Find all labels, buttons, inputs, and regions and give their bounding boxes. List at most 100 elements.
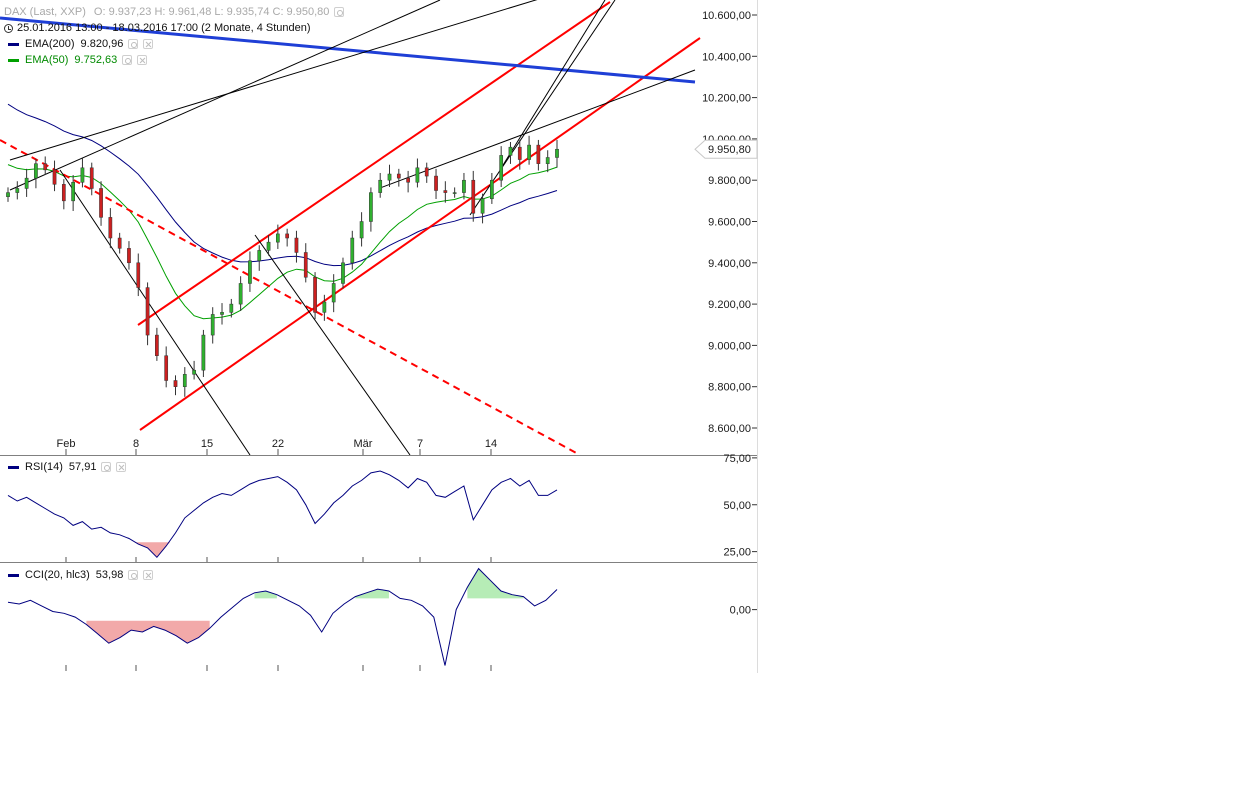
candle-body xyxy=(210,314,215,336)
helper-line xyxy=(469,0,616,216)
legend-ema200: EMA(200) 9.820,96 xyxy=(0,37,154,51)
candle-body xyxy=(527,144,531,160)
legend-cci: CCI(20, hlc3) 53,98 xyxy=(0,568,154,582)
candle-body xyxy=(257,250,262,261)
candle-body xyxy=(508,146,513,156)
candle-body xyxy=(52,169,57,185)
gear-icon[interactable] xyxy=(128,570,139,580)
x-tick-label: 15 xyxy=(201,438,213,450)
candle-body xyxy=(452,192,457,194)
ema50-label: EMA(50) xyxy=(25,54,69,66)
gear-icon[interactable] xyxy=(334,7,345,17)
cci-value: 53,98 xyxy=(95,569,124,581)
candle-body xyxy=(359,221,364,239)
candle-body xyxy=(89,167,94,189)
rsi-label: RSI(14) xyxy=(25,461,63,473)
ema50-value: 9.752,63 xyxy=(74,54,118,66)
rsi-value: 57,91 xyxy=(68,461,97,473)
candle-body xyxy=(434,175,438,191)
candle-body xyxy=(303,252,308,278)
candle-body xyxy=(415,167,420,183)
candle-body xyxy=(313,277,317,313)
candle-body xyxy=(406,177,410,183)
clock-icon xyxy=(4,23,13,33)
gear-icon[interactable] xyxy=(101,462,112,472)
cci-line xyxy=(7,567,558,666)
y-tick-label: 10.600,00 xyxy=(702,10,751,22)
helper-line xyxy=(379,69,696,189)
candle-body xyxy=(490,179,494,200)
candle-body xyxy=(6,192,10,197)
cci-y-tick-label: 0,00 xyxy=(730,605,751,617)
candle-body xyxy=(341,262,345,284)
y-tick-label: 9.600,00 xyxy=(708,217,751,229)
gear-icon[interactable] xyxy=(128,39,139,49)
legend-ema50: EMA(50) 9.752,63 xyxy=(0,53,148,67)
candle-body xyxy=(350,237,355,264)
ema200-label: EMA(200) xyxy=(25,38,75,50)
candle-body xyxy=(387,173,392,181)
candle-body xyxy=(248,260,252,284)
candle-body xyxy=(331,283,336,303)
y-tick-label: 9.400,00 xyxy=(708,258,751,270)
candle-body xyxy=(108,217,113,239)
instrument-name: DAX (Last, XXP) xyxy=(4,6,86,18)
x-tick-label: 14 xyxy=(485,438,497,450)
close-icon[interactable] xyxy=(143,39,154,49)
candle-body xyxy=(517,146,522,160)
ema50-line xyxy=(7,164,558,320)
candle-body xyxy=(155,334,159,356)
price-panel xyxy=(0,0,701,455)
x-tick-label: 8 xyxy=(133,438,139,450)
y-tick-label: 10.400,00 xyxy=(702,51,751,63)
candle-body xyxy=(229,303,234,313)
close-icon[interactable] xyxy=(143,570,154,580)
candle-body xyxy=(164,355,169,381)
candle-body xyxy=(424,167,429,177)
candle-body xyxy=(136,262,141,288)
helper-line xyxy=(499,0,606,171)
rsi-y-tick-label: 75,00 xyxy=(723,453,751,465)
candle-body xyxy=(145,287,150,336)
cci-overbought-fill xyxy=(467,568,524,599)
candle-body xyxy=(61,184,66,202)
candle-body xyxy=(15,188,20,193)
candle-body xyxy=(396,173,401,179)
candle-body xyxy=(555,148,559,158)
candle-body xyxy=(80,167,85,183)
gear-icon[interactable] xyxy=(122,55,133,65)
close-icon[interactable] xyxy=(116,462,127,472)
candle-body xyxy=(201,334,206,371)
y-tick-label: 8.800,00 xyxy=(708,382,751,394)
instrument-header: DAX (Last, XXP) O: 9.937,23 H: 9.961,48 … xyxy=(0,5,345,19)
ema200-value: 9.820,96 xyxy=(80,38,124,50)
rsi-panel xyxy=(7,470,558,559)
cci-panel xyxy=(7,567,558,666)
cci-swatch xyxy=(8,573,19,577)
ohlc-values: O: 9.937,23 H: 9.961,48 L: 9.935,74 C: 9… xyxy=(93,6,330,18)
candle-body xyxy=(443,190,448,193)
candle-body xyxy=(285,233,290,239)
helper-line xyxy=(9,0,538,161)
candle-body xyxy=(99,188,103,218)
candle-body xyxy=(71,182,75,202)
close-icon[interactable] xyxy=(137,55,148,65)
candle-body xyxy=(471,179,476,214)
x-tick-label: 22 xyxy=(272,438,284,450)
rsi-line xyxy=(7,470,558,559)
candle-body xyxy=(43,163,48,171)
candle-body xyxy=(378,179,383,193)
candle-body xyxy=(369,192,373,222)
x-tick-label: Feb xyxy=(57,438,76,450)
candle-body xyxy=(173,380,178,387)
candle-body xyxy=(192,369,196,375)
candle-body xyxy=(322,301,327,313)
candle-body xyxy=(127,248,131,264)
last-price-label: 9.950,80 xyxy=(708,144,751,156)
candle-body xyxy=(24,177,29,189)
candle-body xyxy=(238,283,243,305)
candle-body xyxy=(117,237,122,249)
candle-body xyxy=(182,374,187,387)
y-tick-label: 8.600,00 xyxy=(708,423,751,435)
y-tick-label: 9.200,00 xyxy=(708,299,751,311)
